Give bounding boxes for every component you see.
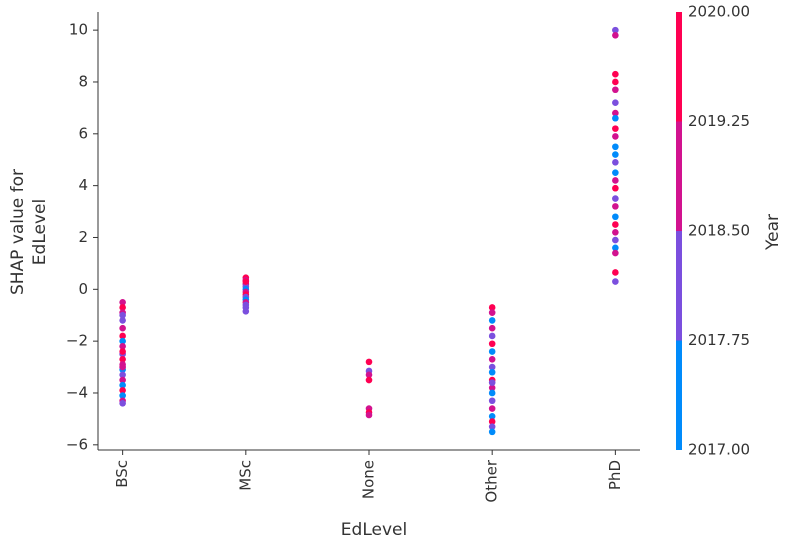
data-point bbox=[488, 340, 496, 348]
data-point bbox=[488, 348, 496, 355]
data-point bbox=[612, 32, 619, 39]
data-point bbox=[119, 371, 126, 379]
colorbar-tick-label: 2017.75 bbox=[688, 331, 750, 349]
data-point bbox=[488, 384, 496, 392]
data-point bbox=[365, 371, 373, 379]
colorbar-tick-label: 2019.25 bbox=[688, 112, 750, 130]
data-point bbox=[612, 109, 619, 117]
data-point bbox=[488, 324, 496, 332]
data-point bbox=[119, 304, 126, 311]
data-point bbox=[119, 298, 126, 306]
colorbar-label: Year bbox=[763, 214, 783, 251]
x-tick-label: None bbox=[360, 460, 378, 499]
x-tick-label: MSc bbox=[236, 460, 254, 491]
data-point bbox=[488, 309, 496, 316]
x-tick-label: PhD bbox=[606, 460, 624, 490]
data-point bbox=[612, 70, 619, 78]
colorbar-segment bbox=[676, 340, 682, 450]
data-point bbox=[488, 304, 496, 311]
data-point bbox=[119, 400, 126, 407]
data-point bbox=[612, 169, 619, 176]
data-point bbox=[488, 332, 496, 340]
data-point bbox=[119, 355, 126, 363]
data-point bbox=[612, 114, 619, 122]
colorbar-tick-label: 2020.00 bbox=[688, 3, 750, 21]
data-point bbox=[612, 86, 619, 94]
data-point bbox=[612, 78, 619, 86]
x-tick-label: Other bbox=[483, 459, 501, 502]
data-point bbox=[119, 392, 126, 399]
data-point bbox=[119, 337, 126, 345]
data-point bbox=[612, 203, 619, 210]
y-tick-label: −4 bbox=[66, 383, 88, 401]
data-point bbox=[119, 324, 126, 332]
colorbar-segment bbox=[676, 231, 682, 341]
y-tick-label: −6 bbox=[66, 435, 88, 453]
data-point bbox=[488, 389, 496, 397]
data-point bbox=[612, 159, 619, 166]
data-point bbox=[365, 358, 373, 366]
data-point bbox=[119, 311, 126, 319]
data-point bbox=[612, 125, 619, 132]
data-point bbox=[488, 317, 496, 324]
colorbar-segment bbox=[676, 121, 682, 231]
y-axis-label: SHAP value for bbox=[8, 169, 28, 295]
data-point bbox=[612, 177, 619, 184]
data-point bbox=[612, 228, 619, 236]
data-point bbox=[488, 423, 496, 430]
data-point bbox=[612, 184, 619, 192]
y-tick-label: 2 bbox=[78, 228, 88, 246]
y-tick-label: 6 bbox=[78, 124, 88, 142]
data-point bbox=[612, 143, 619, 151]
data-point bbox=[119, 348, 126, 355]
data-point bbox=[488, 413, 496, 420]
data-point bbox=[612, 278, 619, 285]
data-point bbox=[612, 133, 619, 140]
data-point bbox=[612, 236, 619, 244]
data-point bbox=[488, 405, 496, 412]
data-point bbox=[119, 332, 126, 340]
colorbar-tick-label: 2018.50 bbox=[688, 222, 750, 240]
y-tick-label: 4 bbox=[78, 176, 88, 194]
data-point bbox=[488, 355, 496, 363]
data-point bbox=[242, 278, 250, 285]
data-point bbox=[612, 151, 619, 158]
data-point bbox=[612, 269, 619, 276]
data-point bbox=[488, 418, 496, 425]
data-point bbox=[612, 244, 619, 252]
data-point bbox=[488, 397, 496, 405]
y-tick-label: 0 bbox=[78, 280, 88, 298]
data-point bbox=[119, 317, 126, 324]
data-point bbox=[488, 368, 496, 376]
data-point bbox=[488, 379, 496, 386]
y-tick-label: 10 bbox=[69, 21, 88, 39]
y-axis-label: EdLevel bbox=[30, 199, 50, 265]
data-point bbox=[612, 26, 619, 34]
data-point bbox=[119, 363, 126, 371]
data-point bbox=[612, 221, 619, 228]
data-point bbox=[488, 363, 496, 371]
data-point bbox=[612, 213, 619, 221]
x-tick-label: BSc bbox=[113, 460, 131, 488]
y-tick-label: 8 bbox=[78, 72, 88, 90]
y-tick-label: −2 bbox=[66, 332, 88, 350]
data-point bbox=[119, 387, 126, 394]
colorbar-tick-label: 2017.00 bbox=[688, 441, 750, 459]
data-point bbox=[612, 249, 619, 257]
x-axis-label: EdLevel bbox=[341, 520, 407, 540]
data-point bbox=[365, 376, 373, 384]
data-point bbox=[119, 381, 126, 389]
colorbar-segment bbox=[676, 12, 682, 122]
data-point bbox=[365, 411, 373, 419]
data-point bbox=[242, 308, 250, 315]
data-point bbox=[488, 428, 496, 436]
data-point bbox=[119, 376, 126, 384]
data-point bbox=[612, 99, 619, 107]
data-point bbox=[119, 343, 126, 350]
data-point bbox=[612, 195, 619, 202]
